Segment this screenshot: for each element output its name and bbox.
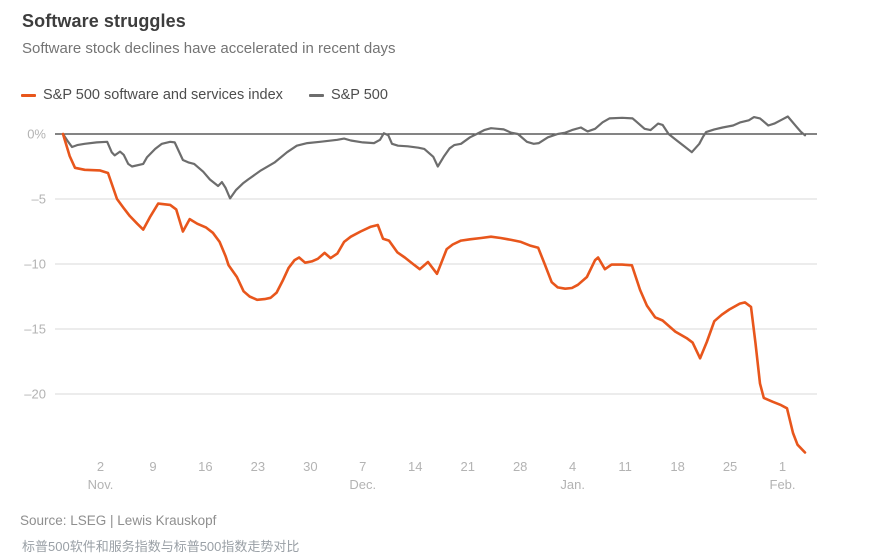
x-tick-label: 23 [251, 459, 265, 474]
x-tick-label: 2 [97, 459, 104, 474]
series-line-sp500 [61, 115, 807, 200]
x-month-label: Dec. [349, 477, 376, 492]
y-tick-label: –5 [32, 192, 46, 207]
x-tick-label: 7 [359, 459, 366, 474]
x-tick-label: 4 [569, 459, 576, 474]
legend-label-sp500: S&P 500 [330, 87, 388, 103]
page-title: Software struggles [22, 11, 186, 31]
series-line-software-index [61, 132, 807, 454]
x-tick-label: 9 [149, 459, 156, 474]
x-tick-label: 1 [779, 459, 786, 474]
x-month-label: Jan. [560, 477, 585, 492]
x-tick-label: 18 [670, 459, 684, 474]
legend-label-software: S&P 500 software and services index [43, 87, 283, 103]
x-tick-label: 30 [303, 459, 317, 474]
y-tick-label: –10 [24, 257, 46, 272]
x-tick-label: 11 [618, 459, 632, 474]
y-tick-label: –15 [24, 322, 46, 337]
x-month-label: Nov. [88, 477, 114, 492]
x-tick-label: 14 [408, 459, 422, 474]
x-tick-label: 21 [460, 459, 474, 474]
x-month-label: Feb. [770, 477, 796, 492]
x-tick-label: 16 [198, 459, 212, 474]
legend: S&P 500 software and services index S&P … [21, 87, 388, 103]
x-tick-label: 25 [723, 459, 737, 474]
legend-swatch-software-icon [21, 93, 36, 97]
y-tick-label: 0% [27, 127, 46, 142]
x-tick-label: 28 [513, 459, 527, 474]
legend-swatch-sp500-icon [308, 93, 324, 97]
y-tick-label: –20 [24, 387, 46, 402]
legend-item-sp500: S&P 500 [308, 87, 388, 103]
page-subtitle: Software stock declines have accelerated… [22, 40, 396, 57]
legend-item-software-index: S&P 500 software and services index [21, 87, 283, 103]
source-attribution: Source: LSEG | Lewis Krauskopf [20, 513, 217, 528]
